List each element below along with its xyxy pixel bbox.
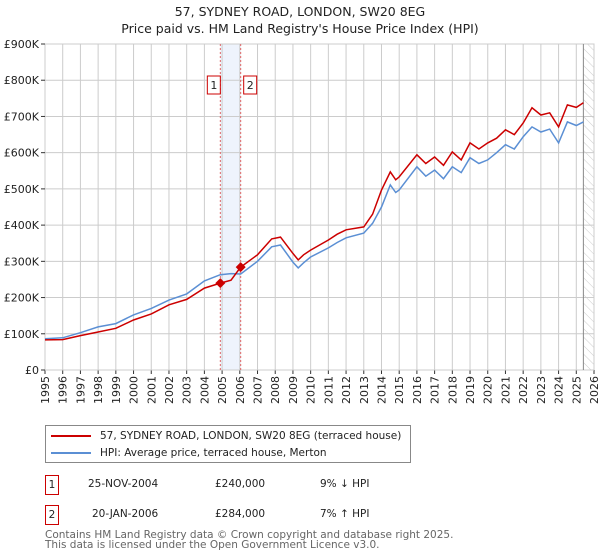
x-tick-label: 1999 [110,376,123,404]
x-tick-label: 2017 [429,376,442,404]
footer-licence: This data is licensed under the Open Gov… [45,539,380,551]
x-tick-label: 2015 [393,376,406,404]
x-tick-label: 1995 [39,376,52,404]
x-tick-label: 2006 [234,376,247,404]
x-tick-label: 2020 [482,376,495,404]
x-tick-label: 2005 [216,376,229,404]
x-tick-label: 1996 [57,376,70,404]
sale-badge-box [243,75,258,95]
x-tick-label: 2009 [287,376,300,404]
footer: Contains HM Land Registry data © Crown c… [45,529,454,551]
x-tick-label: 2003 [181,376,194,404]
x-tick-label: 2025 [570,376,583,404]
x-tick-label: 2023 [535,376,548,404]
x-tick-label: 1998 [92,376,105,404]
x-tick-label: 2013 [358,376,371,404]
x-tick-label: 2021 [499,376,512,404]
x-tick-label: 2019 [464,376,477,404]
y-tick-label: £300K [4,255,40,268]
x-tick-label: 2026 [588,376,600,404]
x-tick-label: 2000 [128,376,141,404]
sale-badge-label: 1 [210,79,217,92]
x-tick-label: 2007 [252,376,265,404]
legend-label: HPI: Average price, terraced house, Mert… [100,447,327,459]
y-tick-label: £400K [4,219,40,232]
y-tick-label: £600K [4,147,40,160]
legend: 57, SYDNEY ROAD, LONDON, SW20 8EG (terra… [45,425,411,463]
x-tick-label: 2011 [322,376,335,404]
x-tick-label: 1997 [74,376,87,404]
x-tick-label: 2024 [553,376,566,404]
hpi-diff: 7% ↑ HPI [320,508,370,520]
x-tick-label: 2002 [163,376,176,404]
sale-badge-box [206,75,221,95]
x-tick-label: 2014 [375,376,388,404]
plot-background [44,43,595,371]
chart-subtitle: Price paid vs. HM Land Registry's House … [121,21,479,36]
legend-swatch-red [51,435,91,437]
x-tick-label: 2001 [145,376,158,404]
sale-point [235,262,246,273]
legend-swatch-blue [51,452,91,454]
legend-item-hpi: HPI: Average price, terraced house, Mert… [46,445,327,461]
sale-badge-label: 2 [247,79,254,92]
sale-point [215,278,226,289]
y-tick-label: £500K [4,183,40,196]
sale-date: 25-NOV-2004 [88,478,159,490]
chart-title: 57, SYDNEY ROAD, LONDON, SW20 8EG [174,4,426,19]
x-tick-label: 2012 [340,376,353,404]
x-tick-label: 2022 [517,376,530,404]
y-tick-label: £700K [4,110,40,123]
y-tick-label: £800K [4,74,40,87]
marker-badge: 1 [45,475,59,495]
forecast-hatch [583,44,594,370]
sale-price: £284,000 [215,508,266,520]
price-paid-line [44,102,584,341]
x-tick-label: 2018 [446,376,459,404]
legend-label: 57, SYDNEY ROAD, LONDON, SW20 8EG (terra… [100,430,402,442]
x-tick-label: 2008 [269,376,282,404]
y-tick-label: £0 [25,364,39,377]
sale-period-shade [220,44,241,370]
legend-item-property: 57, SYDNEY ROAD, LONDON, SW20 8EG (terra… [46,428,401,444]
plot-area: 1995 1996 1997 1998 1999 2000 2001 2002 2003 2004… [4,38,600,404]
x-tick-label: 2010 [305,376,318,404]
sale-date: 20-JAN-2006 [92,508,159,520]
y-tick-label: £900K [4,38,40,51]
hpi-diff: 9% ↓ HPI [320,478,370,490]
marker-badge: 2 [45,505,59,525]
sale-price: £240,000 [215,478,266,490]
y-tick-label: £200K [4,292,40,305]
x-tick-label: 2016 [411,376,424,404]
x-tick-label: 2004 [198,376,211,404]
footer-copyright: Contains HM Land Registry data © Crown c… [45,529,454,541]
y-tick-label: £100K [4,328,40,341]
hpi-line [44,120,584,340]
